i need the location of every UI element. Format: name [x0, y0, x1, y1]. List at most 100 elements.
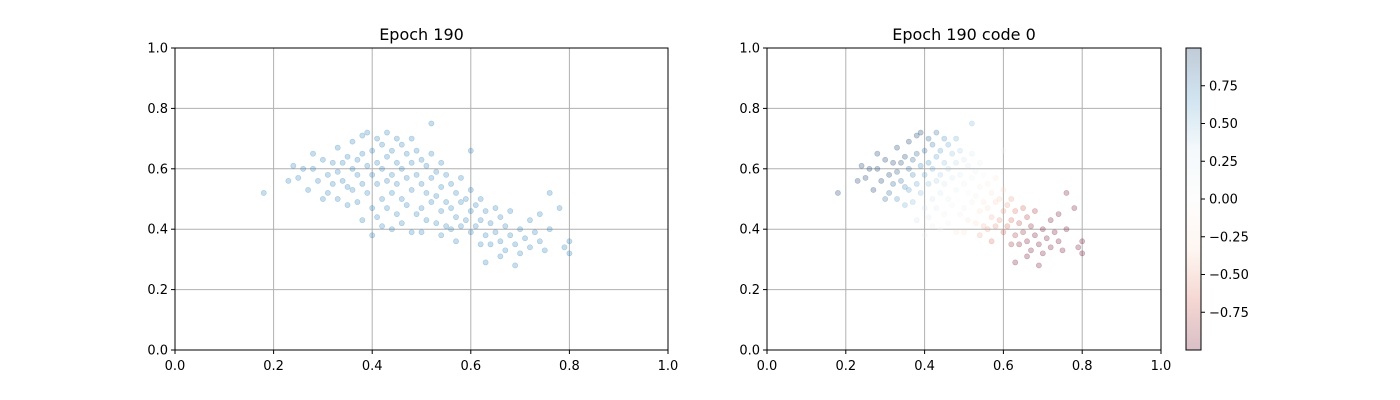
scatter-point — [507, 232, 514, 239]
scatter-point — [334, 196, 341, 202]
scatter-point — [374, 159, 381, 166]
scatter-point — [290, 162, 297, 169]
scatter-point — [393, 211, 400, 217]
scatter-point — [462, 196, 469, 202]
scatter-point-coded — [965, 217, 971, 224]
chart-title-right: Epoch 190 code 0 — [892, 25, 1036, 44]
scatter-point-coded — [980, 171, 987, 178]
colorbar-tick-label: 0.00 — [1209, 193, 1238, 208]
scatter-point-coded — [905, 138, 912, 145]
scatter-point — [319, 156, 326, 163]
scatter-point-coded — [953, 159, 960, 166]
right-xtick-label: 0.4 — [914, 359, 935, 374]
scatter-point — [472, 223, 479, 230]
scatter-point — [477, 196, 484, 202]
scatter-point — [285, 177, 292, 184]
scatter-point — [458, 174, 464, 181]
grid-left — [174, 47, 669, 351]
scatter-point — [349, 138, 356, 145]
scatter-point — [413, 147, 420, 154]
scatter-point-coded — [1024, 253, 1030, 260]
scatter-point — [453, 190, 459, 196]
scatter-point-coded — [1012, 259, 1019, 266]
scatter-point-coded — [961, 205, 967, 211]
scatter-point — [522, 235, 528, 242]
scatter-point — [354, 156, 361, 163]
scatter-point — [556, 205, 563, 211]
scatter-point-coded — [976, 232, 983, 239]
scatter-point-coded — [1059, 247, 1066, 254]
subplot-right: Epoch 190 code 0 0.0 0.2 0.4 0.6 0.8 1.00.00.… — [739, 25, 1171, 374]
scatter-point — [448, 226, 454, 233]
scatter-point — [546, 226, 553, 233]
scatter-point-coded — [968, 150, 975, 157]
colorbar: 0.75 0.50 0.25 0.00 −0.25 −0.50 −0.75 — [1185, 47, 1249, 351]
scatter-point-coded — [1063, 190, 1070, 196]
colorbar-tick-label: 0.50 — [1209, 117, 1238, 132]
scatter-point-coded — [905, 165, 912, 172]
scatter-point — [433, 168, 440, 175]
right-ytick-label: 0.4 — [739, 223, 760, 238]
scatter-point-coded — [886, 190, 893, 196]
scatter-point-coded — [913, 180, 920, 187]
scatter-point — [566, 250, 573, 257]
scatter-point — [428, 150, 435, 157]
scatter-point — [487, 241, 494, 248]
right-ytick-label: 0.2 — [739, 283, 760, 298]
scatter-point — [339, 177, 346, 184]
scatter-point — [413, 171, 420, 178]
scatter-point — [428, 120, 435, 127]
left-ytick-label: 0.4 — [147, 223, 168, 238]
scatter-point-coded — [925, 159, 932, 166]
scatter-point-coded — [1008, 241, 1015, 248]
left-ytick-label: 0.6 — [147, 162, 168, 177]
scatter-point-coded — [984, 226, 991, 233]
scatter-point-coded — [1008, 217, 1015, 224]
scatter-point — [418, 205, 425, 211]
scatter-point — [517, 226, 523, 233]
scatter-point-coded — [1035, 241, 1042, 248]
scatter-point — [403, 150, 410, 157]
scatter-point — [408, 229, 415, 236]
scatter-point — [546, 190, 553, 196]
colorbar-tick-label: −0.50 — [1209, 268, 1249, 283]
scatter-point-coded — [894, 196, 900, 202]
scatter-point — [467, 208, 474, 214]
right-xtick-label: 0.0 — [757, 359, 778, 374]
right-ytick-label: 0.6 — [739, 162, 760, 177]
scatter-point-coded — [933, 129, 940, 136]
scatter-point — [398, 165, 405, 172]
scatter-point — [467, 229, 474, 236]
axes-frame-left — [174, 47, 669, 351]
scatter-point-coded — [905, 187, 912, 193]
scatter-point-coded — [917, 129, 924, 136]
scatter-point-coded — [925, 214, 932, 221]
right-xtick-label: 0.2 — [835, 359, 856, 374]
scatter-point — [458, 223, 464, 230]
scatter-point-coded — [858, 162, 865, 169]
scatter-point-coded — [866, 165, 873, 172]
left-ytick-label: 0.2 — [147, 283, 168, 298]
scatter-point — [359, 150, 366, 157]
scatter-point — [541, 247, 548, 254]
colorbar-tick-label: −0.25 — [1209, 230, 1249, 245]
scatter-point-coded — [1079, 250, 1086, 257]
scatter-point — [389, 147, 395, 154]
colorbar-gradient — [1186, 48, 1201, 350]
scatter-point-coded — [957, 147, 963, 154]
scatter-point-coded — [976, 184, 983, 190]
scatter-point-coded — [957, 211, 963, 217]
scatter-point — [433, 193, 440, 199]
scatter-point — [502, 223, 509, 230]
scatter-point — [334, 144, 341, 151]
scatter-point — [393, 180, 400, 187]
scatter-point — [339, 159, 346, 166]
scatter-point-coded — [945, 165, 952, 172]
scatter-point-coded — [992, 223, 999, 230]
scatter-point-coded — [894, 168, 900, 175]
scatter-point-coded — [941, 180, 948, 187]
scatter-point — [398, 220, 405, 227]
scatter-point-coded — [882, 156, 889, 163]
scatter-point-coded — [870, 187, 877, 193]
